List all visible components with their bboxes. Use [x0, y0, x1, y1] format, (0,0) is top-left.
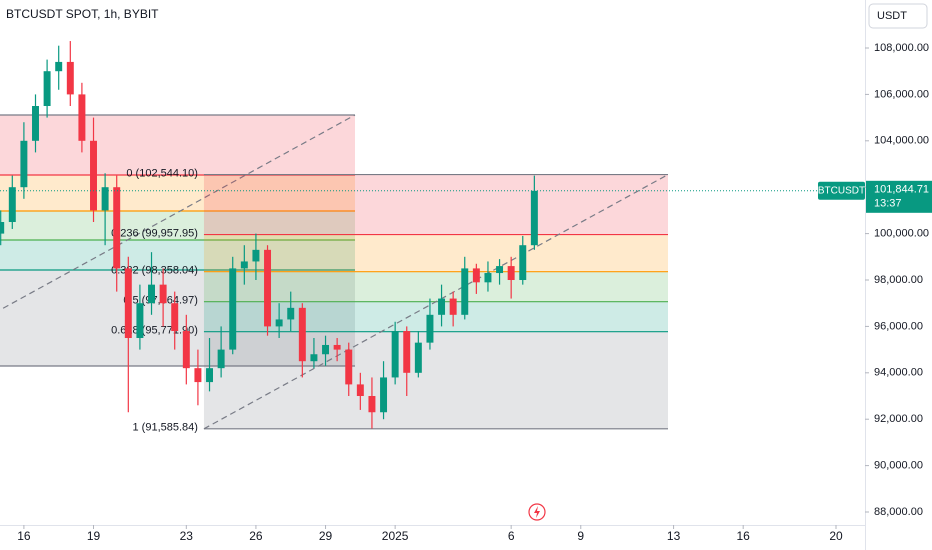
candle-body	[148, 284, 155, 304]
candle-body	[182, 331, 190, 369]
candle-body	[380, 377, 388, 413]
candle-body	[171, 303, 179, 332]
x-tick-label: 16	[737, 529, 751, 543]
y-tick-label: 104,000.00	[874, 135, 929, 147]
candle-body	[519, 245, 527, 281]
candle-body	[368, 396, 376, 413]
candle-body	[55, 61, 63, 72]
candle-body	[206, 368, 214, 383]
symbol-tag-label: BTCUSDT	[818, 185, 865, 196]
candle-body	[32, 106, 39, 141]
fib-band	[0, 115, 356, 175]
x-tick-label: 6	[508, 529, 515, 543]
last-price-tag	[866, 180, 932, 213]
candle-body	[530, 190, 538, 246]
candle-body	[136, 303, 144, 339]
y-tick-label: 108,000.00	[874, 42, 929, 54]
fib-band	[203, 234, 669, 272]
chart-title: BTCUSDT SPOT, 1h, BYBIT	[6, 7, 159, 21]
candle-body	[264, 249, 272, 327]
fib-band	[203, 174, 669, 235]
candle-body	[20, 140, 28, 188]
candle-body	[194, 368, 202, 383]
fib-level-label: 0.382 (98,358.04)	[111, 265, 198, 277]
x-tick-label: 9	[577, 529, 584, 543]
plot-area: 0 (102,544.10) 0.236 (99,957.95) 0.382 (98…	[0, 41, 669, 434]
x-tick-label: 13	[667, 529, 681, 543]
candle-body	[90, 140, 97, 211]
candle-body	[66, 61, 74, 95]
fib-trend-line	[0, 114, 356, 311]
candle-body	[298, 307, 306, 362]
y-tick-label: 96,000.00	[874, 320, 923, 332]
candle-body	[438, 298, 446, 315]
fib-band	[203, 301, 669, 332]
candle-body	[43, 71, 51, 107]
fib-band	[203, 271, 669, 302]
fib-trend-line	[203, 174, 669, 430]
y-tick-label: 106,000.00	[874, 88, 929, 100]
candle-body	[275, 319, 283, 327]
candle-body	[101, 187, 109, 211]
candle-body	[113, 187, 121, 269]
fib-level-label: 0.236 (99,957.95)	[111, 227, 198, 239]
candle-body	[345, 349, 353, 385]
candle-body	[322, 344, 330, 355]
currency-button[interactable]	[868, 3, 928, 29]
last-price-label: 101,844.71	[874, 184, 929, 196]
x-tick-label: 20	[829, 529, 843, 543]
countdown-label: 13:37	[874, 198, 902, 210]
fib-level-label: 0 (102,544.10)	[126, 167, 198, 179]
x-tick-label: 29	[319, 529, 333, 543]
candle-body	[159, 284, 167, 304]
y-tick-label: 98,000.00	[874, 274, 923, 286]
lightning-icon[interactable]	[528, 503, 546, 521]
x-tick-label: 19	[87, 529, 101, 543]
y-tick-label: 92,000.00	[874, 413, 923, 425]
candle-body	[356, 384, 364, 397]
x-tick-label: 16	[17, 529, 31, 543]
candle-body	[426, 314, 434, 343]
y-tick-label: 90,000.00	[874, 460, 923, 472]
candle-body	[449, 298, 457, 315]
candle-body	[414, 342, 422, 373]
fib-band	[0, 240, 356, 271]
y-tick-label: 94,000.00	[874, 367, 923, 379]
candle-body	[507, 266, 515, 281]
candle-body	[333, 344, 341, 350]
candle-body	[124, 268, 132, 339]
fib-band	[203, 331, 669, 429]
candle-body	[252, 249, 260, 262]
candle-body	[0, 222, 5, 234]
candle-body	[461, 268, 469, 315]
candle-body	[78, 94, 86, 141]
symbol-tag	[818, 181, 865, 200]
candle-body	[310, 354, 318, 362]
x-tick-label: 26	[249, 529, 263, 543]
candle-body	[229, 268, 237, 350]
candle-body	[8, 187, 16, 223]
x-tick-label: 2025	[382, 529, 409, 543]
x-tick-label: 23	[180, 529, 194, 543]
candle-body	[391, 331, 399, 378]
currency-label[interactable]: USDT	[877, 10, 907, 22]
y-tick-label: 100,000.00	[874, 228, 929, 240]
candle-body	[472, 268, 480, 283]
candle-body	[217, 349, 225, 369]
candle-body	[403, 331, 411, 373]
candle-body	[287, 307, 295, 320]
candle-body	[240, 261, 248, 269]
fib-band	[0, 175, 356, 212]
candle-body	[484, 273, 492, 283]
candle-body	[496, 266, 504, 274]
fib-level-label: 1 (91,585.84)	[133, 422, 198, 434]
y-tick-label: 88,000.00	[874, 506, 923, 518]
